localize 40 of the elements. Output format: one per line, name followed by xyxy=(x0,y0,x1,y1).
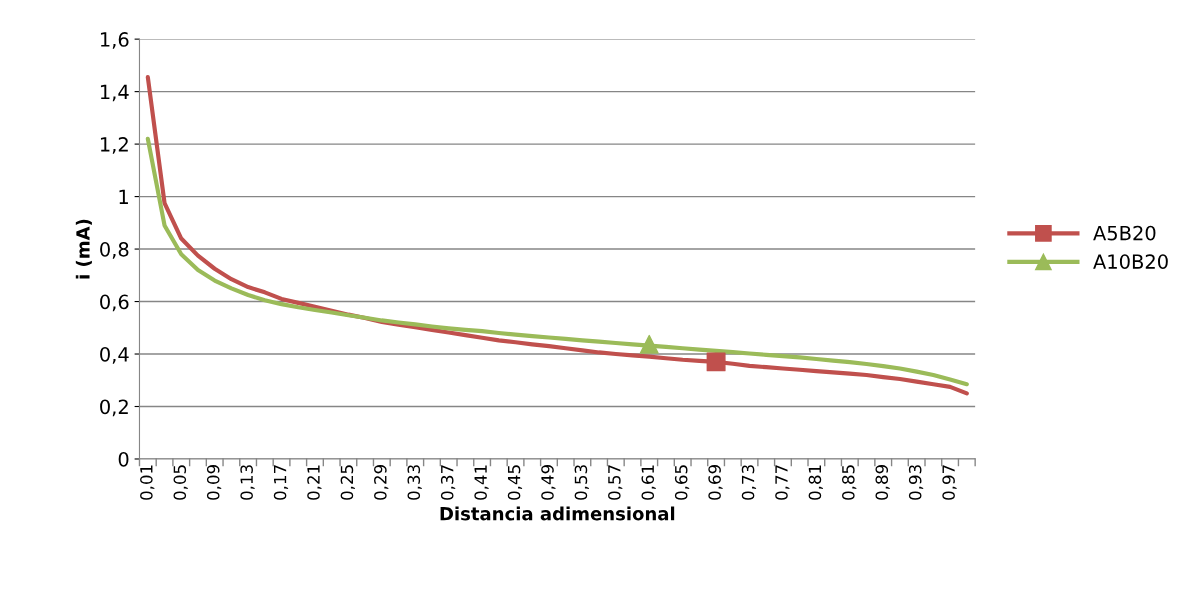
x-axis-title: Distancia adimensional xyxy=(440,506,675,521)
x-tick-label: 0,17 xyxy=(273,465,289,500)
x-tick-label: 0,33 xyxy=(407,465,422,500)
y-tick-label: 0,4 xyxy=(100,346,129,364)
x-tick-label: 0,25 xyxy=(340,465,355,500)
legend-label: A5B20 xyxy=(1093,225,1156,241)
x-tick-label: 0,37 xyxy=(440,465,456,500)
x-tick-label: 0,49 xyxy=(541,465,556,500)
legend-label: A10B20 xyxy=(1093,254,1168,269)
y-tick-label: 0,6 xyxy=(100,294,129,312)
y-tick-label: 1 xyxy=(119,189,128,204)
x-tick-label: 0,65 xyxy=(674,465,690,500)
y-tick-label: 0 xyxy=(118,451,129,467)
x-tick-label: 0,57 xyxy=(608,465,623,500)
y-tick-label: 1,6 xyxy=(100,32,129,49)
line-series xyxy=(145,136,969,387)
x-tick-label: 0,81 xyxy=(808,465,823,500)
x-tick-label: 0,97 xyxy=(942,465,957,500)
x-tick-label: 0,13 xyxy=(240,465,255,500)
y-tick-label: 1,4 xyxy=(100,84,129,102)
x-tick-label: 0,69 xyxy=(708,465,723,500)
x-tick-label: 0,53 xyxy=(574,465,589,500)
x-tick-label: 0,41 xyxy=(474,465,489,500)
y-tick-label: 0,2 xyxy=(100,399,128,417)
x-tick-label: 0,61 xyxy=(641,465,656,500)
x-tick-label: 0,85 xyxy=(842,465,857,500)
y-tick-label: 0,8 xyxy=(100,242,129,259)
x-tick-label: 0,89 xyxy=(875,465,890,500)
x-tick-label: 0,77 xyxy=(775,465,790,500)
x-tick-label: 0,45 xyxy=(507,465,523,500)
line-series xyxy=(145,75,969,396)
x-tick-label: 0,93 xyxy=(908,465,924,500)
x-tick-label: 0,21 xyxy=(307,465,322,500)
x-tick-label: 0,73 xyxy=(741,465,757,500)
y-axis-title: i (mA) xyxy=(75,219,92,279)
x-tick-label: 0,05 xyxy=(173,465,188,500)
x-tick-label: 0,01 xyxy=(140,465,155,500)
x-tick-label: 0,09 xyxy=(206,465,222,500)
x-tick-label: 0,29 xyxy=(374,465,389,500)
y-tick-label: 1,2 xyxy=(100,137,128,154)
